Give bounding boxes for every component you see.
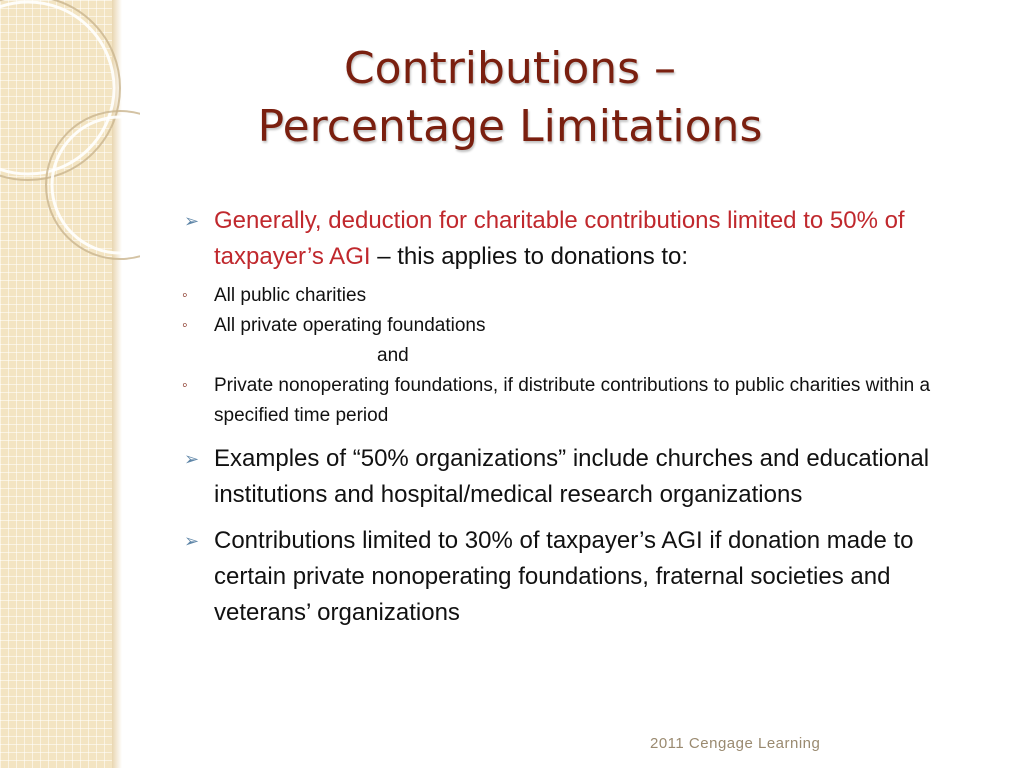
sub-item-operating-foundations: ◦ All private operating foundations bbox=[182, 311, 982, 341]
bullet-1-sublist: ◦ All public charities ◦ All private ope… bbox=[182, 281, 982, 431]
open-circle-bullet-icon: ◦ bbox=[182, 287, 188, 304]
footer-copyright: 2011 Cengage Learning bbox=[650, 735, 821, 752]
sidebar-edge bbox=[112, 0, 122, 768]
open-circle-bullet-icon: ◦ bbox=[182, 317, 188, 334]
bullet-item-2: ➢ Examples of “50% organizations” includ… bbox=[182, 441, 982, 513]
connector-and: and bbox=[377, 345, 409, 366]
sub-item-text: All public charities bbox=[214, 285, 367, 306]
slide-body: ➢ Generally, deduction for charitable co… bbox=[182, 203, 982, 637]
sub-item-text: Private nonoperating foundations, if dis… bbox=[214, 375, 931, 426]
title-line-2: Percentage Limitations bbox=[257, 101, 763, 152]
arrowhead-bullet-icon: ➢ bbox=[184, 449, 200, 469]
title-line-1: Contributions – bbox=[343, 43, 677, 94]
sub-item-text: All private operating foundations bbox=[214, 315, 486, 336]
arrowhead-bullet-icon: ➢ bbox=[184, 211, 200, 231]
open-circle-bullet-icon: ◦ bbox=[182, 377, 188, 394]
decorative-sidebar bbox=[0, 0, 112, 768]
bullet-item-1: ➢ Generally, deduction for charitable co… bbox=[182, 203, 982, 275]
bullet-item-3: ➢ Contributions limited to 30% of taxpay… bbox=[182, 523, 982, 631]
bullet-3-text: Contributions limited to 30% of taxpayer… bbox=[214, 527, 914, 626]
sub-item-public-charities: ◦ All public charities bbox=[182, 281, 982, 311]
bullet-2-text: Examples of “50% organizations” include … bbox=[214, 445, 930, 508]
arrowhead-bullet-icon: ➢ bbox=[184, 531, 200, 551]
sub-item-nonoperating-foundations: ◦ Private nonoperating foundations, if d… bbox=[182, 371, 982, 431]
bullet-1-highlight: Generally, deduction for charitable cont… bbox=[214, 207, 905, 270]
bullet-1-rest: – this applies to donations to: bbox=[370, 243, 689, 270]
slide-title: Contributions – Percentage Limitations bbox=[180, 40, 840, 156]
